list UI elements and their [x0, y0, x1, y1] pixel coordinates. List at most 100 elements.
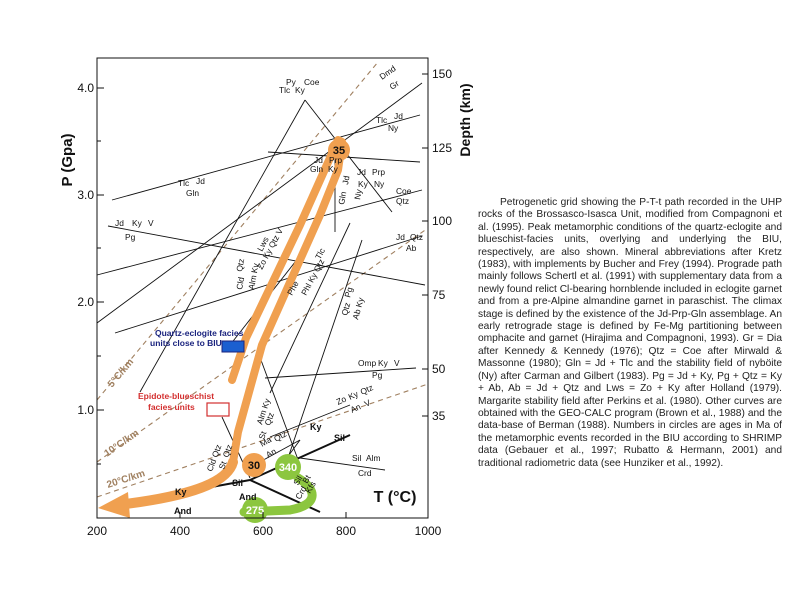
curve-qtz-pg: [287, 239, 363, 459]
rxn-ky6: Ky: [347, 388, 361, 402]
rxn-crd2: Crd: [358, 468, 372, 478]
reaction-labels: Dmd Gr Py Coe Tlc Ky Tlc Jd Ny Tlc Jd Gl…: [115, 63, 423, 516]
rxn-gln3: Gln: [336, 190, 348, 205]
retrograde-path: [113, 457, 238, 510]
rxn-prp2: Prp: [372, 167, 385, 177]
rxn-jd4: Jd: [357, 167, 366, 177]
age-circle-30: [242, 453, 266, 477]
age-label-35: 35: [333, 145, 345, 157]
rxn-qtz5: Qtz: [262, 411, 276, 426]
path-arrowhead: [98, 492, 130, 518]
rxn-qtz7: Qtz: [220, 443, 234, 459]
rxn-pg1: Pg: [125, 232, 136, 242]
curve-coe-ky: [304, 99, 393, 213]
rxn-qtz4: Qtz: [339, 301, 352, 316]
rxn-sil-upper: Sil: [334, 433, 345, 443]
x-tick: 800: [336, 524, 356, 538]
rxn-jd3: Jd: [314, 155, 323, 165]
rxn-alm: Alm: [366, 453, 380, 463]
curve-zo-ky-qtz: [269, 404, 351, 438]
age-circle-340: [275, 454, 301, 480]
rxn-and-left: And: [174, 506, 192, 516]
rxn-cld1: Cld: [234, 276, 246, 290]
rxn-sil3: Sil: [352, 453, 361, 463]
rxn-ky1: Ky: [295, 85, 306, 95]
depth-tick: 150: [432, 67, 452, 81]
rxn-ky-upper: Ky: [310, 422, 322, 432]
curve-alm-ky-st: [257, 351, 301, 466]
geotherm-20: [96, 383, 429, 498]
rxn-ky4: Ky: [132, 218, 143, 228]
rxn-v1: V: [148, 218, 154, 228]
rxn-jd7: Jd: [396, 232, 405, 242]
geotherm-5: [96, 61, 379, 401]
curve-jd-ky-v-pg: [107, 225, 426, 286]
rxn-qtz2: Qtz: [410, 232, 423, 242]
rxn-tlc2: Tlc: [376, 115, 387, 125]
rxn-prp1: Prp: [329, 155, 342, 165]
rxn-sil2: Sil: [291, 474, 304, 487]
rxn-ky3: Ky: [358, 179, 369, 189]
rxn-v2: V: [394, 358, 400, 368]
figure-caption: Petrogenetic grid showing the P-T-t path…: [478, 197, 782, 469]
x-tick-labels: 200 400 600 800 1000: [87, 524, 442, 538]
depth-tick: 50: [432, 362, 446, 376]
left-ticks: [97, 87, 104, 465]
rxn-st2: St: [216, 459, 228, 470]
rxn-ky2: Ky: [328, 164, 339, 174]
rxn-st1: St: [256, 429, 268, 440]
y-tick-labels: 4.0 3.0 2.0 1.0: [77, 81, 94, 417]
curve-ky-sil: [249, 434, 351, 481]
rxn-sil-lower: Sil: [232, 478, 243, 488]
curve-tlc-jd-ny: [111, 114, 421, 201]
qe-label-line1: Quartz-eclogite facies: [155, 328, 244, 338]
rxn-gln1: Gln: [186, 188, 199, 198]
rxn-jd5: Jd: [340, 175, 351, 186]
y-tick: 4.0: [77, 81, 94, 95]
rxn-qtz1: Qtz: [396, 196, 409, 206]
rxn-ab1: Ab: [406, 243, 417, 253]
right-ticks: [422, 73, 428, 417]
rxn-pg3: Pg: [372, 370, 383, 380]
rxn-ky-lower: Ky: [175, 487, 187, 497]
rxn-tlc3: Tlc: [178, 178, 189, 188]
rxn-tlc4: Tlc: [313, 246, 327, 261]
bottom-ticks: [96, 512, 429, 518]
age-label-340: 340: [279, 462, 297, 474]
y-axis-label: P (Gpa): [59, 133, 76, 186]
x-tick: 400: [170, 524, 190, 538]
rxn-coe2: Coe: [396, 186, 412, 196]
rxn-qtz6: Qtz: [359, 382, 375, 397]
eb-label-line1: Epidote-blueschist: [138, 391, 214, 401]
y-tick: 3.0: [77, 188, 94, 202]
rxn-v3: V: [363, 397, 373, 409]
rxn-and-right: And: [239, 492, 257, 502]
curve-py-coe: [139, 99, 306, 393]
curve-omp-ky: [264, 367, 417, 379]
y-tick: 1.0: [77, 403, 94, 417]
qe-label-line2: units close to BIU: [150, 338, 222, 348]
rxn-qtz3: Qtz: [234, 258, 246, 273]
rxn-jd2: Jd: [196, 176, 205, 186]
rxn-an1: An: [349, 401, 363, 415]
age-circle-275: [242, 497, 268, 523]
rxn-pg2: Pg: [342, 286, 354, 299]
x-tick: 600: [253, 524, 273, 538]
depth-tick: 100: [432, 214, 452, 228]
eb-label-line2: facies units: [148, 402, 195, 412]
geotherm-label-5: 5°C/km: [106, 357, 136, 390]
depth-tick-labels: 150 125 100 75 50 35: [432, 67, 452, 423]
quartz-eclogite-box: [221, 340, 245, 353]
rxn-jd1: Jd: [394, 111, 403, 121]
curve-coe-qtz: [96, 189, 423, 276]
rxn-tlc1: Tlc: [279, 85, 290, 95]
curve-dmd-gr: [96, 82, 423, 324]
x-tick: 1000: [415, 524, 442, 538]
prealpine-path: [239, 473, 317, 517]
depth-tick: 35: [432, 409, 446, 423]
age-label-275: 275: [246, 505, 264, 517]
x-tick: 200: [87, 524, 107, 538]
rxn-an2: An: [264, 446, 278, 460]
rxn-ny1: Ny: [388, 123, 399, 133]
